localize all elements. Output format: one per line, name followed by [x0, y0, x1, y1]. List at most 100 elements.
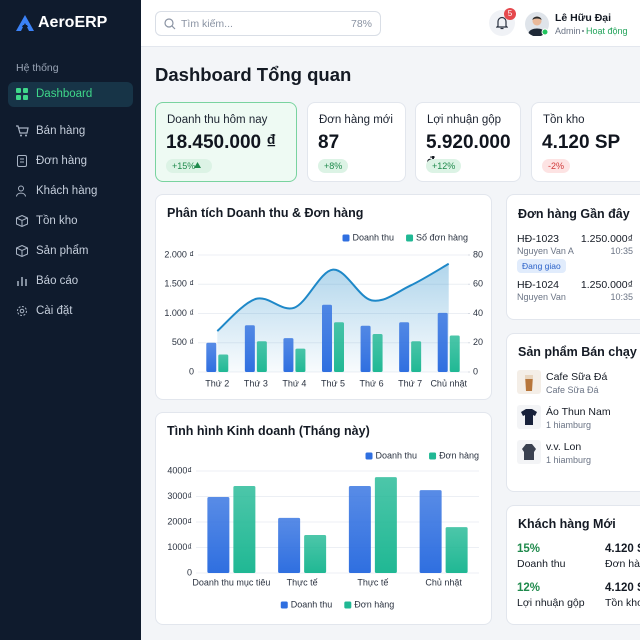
nav-item[interactable]: Sản phẩm: [8, 239, 133, 264]
y2-tick-label: 20: [473, 337, 483, 347]
bar: [399, 322, 410, 372]
nav-item[interactable]: Đơn hàng: [8, 149, 133, 174]
nav-label: Sản phẩm: [36, 245, 89, 257]
product-image: [517, 370, 541, 394]
legend-swatch: [365, 452, 373, 460]
legend-label: Doanh thu: [376, 450, 418, 460]
bar: [411, 341, 422, 372]
bar: [244, 325, 255, 372]
panel-clip: Khách hàng Mới 15% Doanh thu 4.120 SP Đơ…: [506, 505, 640, 626]
nav-item[interactable]: Dashboard: [8, 82, 133, 107]
x-tick-label: Thực tế: [357, 577, 388, 587]
stat-value: 12%: [517, 582, 541, 594]
kpi-change: -2%: [542, 159, 571, 173]
search-icon: [164, 18, 176, 30]
bar: [360, 325, 371, 372]
order-time: 10:35: [610, 292, 633, 302]
x-tick-label: Chủ nhật: [430, 378, 467, 388]
top-products-card: Sản phẩm Bán chạy Cafe Sữa Đá Cafe Sữa Đ…: [506, 333, 640, 492]
product-name: Áo Thun Nam: [546, 406, 611, 418]
nav-icon: [17, 155, 27, 167]
bar: [348, 486, 371, 573]
card-title: Đơn hàng Gần đây: [518, 207, 630, 221]
y2-tick-label: 0: [473, 366, 478, 376]
order-amount: 1.250.000₫: [580, 233, 633, 245]
kpi-label: Lợi nhuận gộp: [427, 114, 502, 126]
nav-label: Đơn hàng: [36, 155, 88, 167]
search-box[interactable]: Tìm kiếm... 78%: [155, 11, 381, 36]
sidebar: AeroERP Hệ thống Dashboard Bán hàng Đơn …: [0, 0, 141, 640]
bar: [233, 486, 256, 573]
y-tick-label: 2000₫: [167, 516, 192, 526]
product-name: v.v. Lon: [546, 441, 582, 453]
bar: [218, 354, 229, 372]
nav-item[interactable]: Tồn kho: [8, 209, 133, 234]
kpi-label: Đơn hàng mới: [319, 114, 393, 126]
area: [217, 263, 449, 372]
bar: [304, 535, 327, 573]
new-customers-card: Khách hàng Mới 15% Doanh thu 4.120 SP Đơ…: [506, 505, 640, 625]
kpi-label: Doanh thu hôm nay: [167, 114, 268, 126]
y-tick-label: 1.000 ₫: [164, 308, 194, 318]
panel-clip: Đơn hàng Gần đây HĐ-1023 1.250.000₫ Nguy…: [506, 194, 640, 321]
bar: [322, 304, 332, 372]
nav-item[interactable]: Cài đặt: [8, 299, 133, 324]
product-name: Cafe Sữa Đá: [546, 371, 608, 383]
kpi-value: 87: [318, 132, 340, 153]
stat-label: Doanh thu: [517, 558, 566, 570]
kpi-card: Tồn kho 4.120 SP -2%: [531, 102, 640, 182]
order-id: HĐ-1024: [517, 279, 560, 291]
nav-item[interactable]: Khách hàng: [8, 179, 133, 204]
legend: Doanh thu Đơn hàng: [280, 599, 394, 609]
notification-button[interactable]: 5: [489, 8, 516, 36]
kpi-value: 18.450.000 ₫: [166, 132, 277, 153]
x-tick-label: Thứ 5: [321, 378, 345, 388]
nav-section: Hệ thống: [16, 62, 59, 74]
nav-label: Khách hàng: [36, 185, 98, 197]
x-tick-label: Thứ 2: [205, 378, 229, 388]
legend-swatch: [342, 234, 350, 242]
x-tick-label: Thực tế: [287, 577, 318, 587]
kpi-change: +12%: [426, 159, 462, 173]
avatar[interactable]: [525, 12, 549, 36]
legend-label: Đơn hàng: [439, 450, 479, 460]
nav-label: Dashboard: [36, 88, 93, 100]
stat-label: Lợi nhuận gộp: [517, 597, 585, 609]
legend-swatch: [406, 234, 414, 242]
nav-item[interactable]: Bán hàng: [8, 119, 133, 144]
order-status: Đang giao: [517, 259, 566, 273]
nav-icon: [16, 88, 28, 100]
legend-label: Doanh thu: [353, 232, 395, 242]
y2-tick-label: 80: [473, 249, 483, 259]
area-line: [216, 262, 450, 332]
x-tick-label: Doanh thu mục tiêu: [192, 577, 270, 587]
kpi-value: 4.120 SP: [542, 132, 621, 153]
bar: [295, 348, 306, 372]
y-tick-label: 1.500 ₫: [164, 279, 194, 289]
product-detail: 1 hiamburg: [546, 420, 592, 430]
stat-value: 15%: [517, 543, 541, 555]
bar: [256, 341, 267, 372]
y-tick-label: 3000₫: [167, 491, 192, 501]
card-title: Khách hàng Mới: [518, 517, 616, 531]
nav-item[interactable]: Báo cáo: [8, 269, 133, 294]
nav-icon: [16, 215, 28, 227]
user-role: Admin: [555, 26, 581, 36]
panel-clip: Sản phẩm Bán chạy Cafe Sữa Đá Cafe Sữa Đ…: [506, 333, 640, 493]
y2-tick-label: 40: [473, 308, 483, 318]
bar: [206, 342, 217, 372]
legend-swatch: [429, 452, 437, 460]
kpi-card: Doanh thu hôm nay 18.450.000 ₫ +15%: [155, 102, 297, 182]
legend-label: Đơn hàng: [354, 599, 394, 609]
y-tick-label: 2.000 ₫: [164, 249, 194, 259]
x-tick-label: Thứ 4: [282, 378, 306, 388]
order-id: HĐ-1023: [517, 233, 560, 245]
bar: [334, 322, 344, 372]
product-detail: 1 hiamburg: [546, 455, 592, 465]
x-tick-label: Thứ 7: [398, 378, 422, 388]
kpi-label: Tồn kho: [543, 114, 585, 126]
search-placeholder: Tìm kiếm...: [181, 18, 233, 30]
recent-orders-card: Đơn hàng Gần đây HĐ-1023 1.250.000₫ Nguy…: [506, 194, 640, 320]
order-customer: Nguyen Van: [517, 292, 566, 302]
nav-label: Bán hàng: [36, 125, 86, 137]
